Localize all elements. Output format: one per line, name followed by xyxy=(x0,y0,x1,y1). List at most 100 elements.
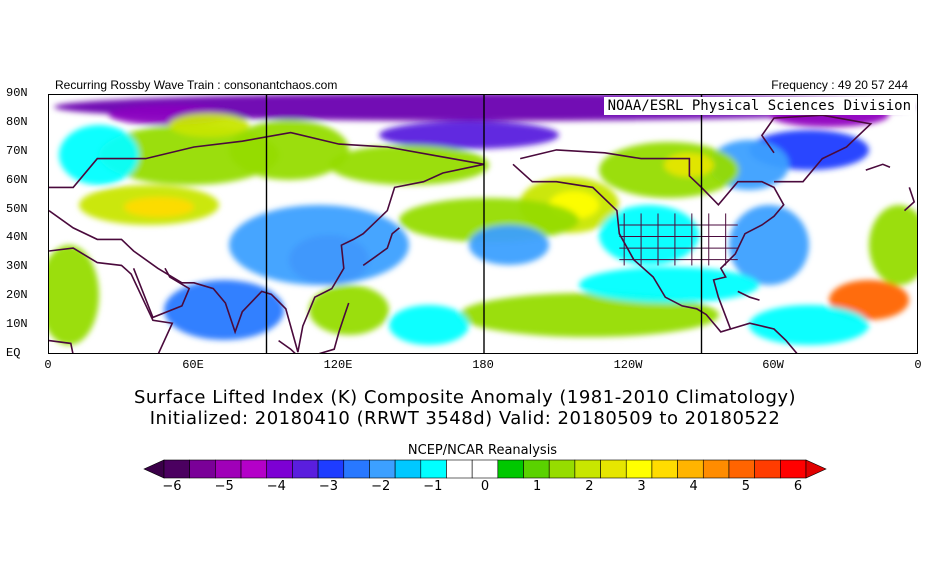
anomaly-region xyxy=(229,120,349,180)
colorbar-segment xyxy=(600,459,627,479)
colorbar-segment xyxy=(163,459,190,479)
colorbar-label: −1 xyxy=(423,479,443,494)
lat-label: 90N xyxy=(6,86,28,100)
map-credit: NOAA/ESRL Physical Sciences Division xyxy=(603,97,915,115)
lat-label: 10N xyxy=(6,317,28,332)
coastline xyxy=(903,187,916,212)
lon-label: 60W xyxy=(762,358,784,372)
colorbar-segment xyxy=(754,459,781,479)
colorbar-label: −2 xyxy=(371,479,391,494)
lon-label: 180 xyxy=(472,358,494,372)
anomaly-region xyxy=(59,125,139,185)
colorbar-segment xyxy=(548,459,576,479)
map-canvas xyxy=(49,95,917,353)
anomaly-region xyxy=(329,145,489,185)
coastline xyxy=(318,302,350,353)
colorbar-segment xyxy=(780,459,807,479)
colorbar xyxy=(143,459,827,479)
colorbar-segment xyxy=(523,459,550,479)
anomaly-region xyxy=(379,121,559,149)
colorbar-segment xyxy=(728,459,755,479)
anomaly-region xyxy=(49,245,99,345)
colorbar-label: 4 xyxy=(689,479,698,494)
colorbar-label: 2 xyxy=(585,479,594,494)
colorbar-low-arrow xyxy=(143,459,165,479)
colorbar-label: −5 xyxy=(214,479,234,494)
lon-label: 120W xyxy=(613,358,643,372)
colorbar-title: NCEP/NCAR Reanalysis xyxy=(407,443,558,458)
colorbar-segment xyxy=(625,459,653,479)
lat-label: EQ xyxy=(6,346,21,360)
colorbar-segment xyxy=(471,459,499,479)
coastline xyxy=(278,339,296,353)
colorbar-segment xyxy=(189,459,216,479)
coastline xyxy=(49,247,174,353)
anomaly-region xyxy=(124,197,194,217)
anomaly-region xyxy=(389,305,469,345)
anomaly-region xyxy=(169,113,249,137)
colorbar-label: −3 xyxy=(318,479,339,494)
anomaly-region xyxy=(309,285,389,335)
coastline xyxy=(730,322,798,353)
lon-label: 60E xyxy=(182,358,204,372)
coastline xyxy=(49,163,485,353)
colorbar-segment xyxy=(702,459,730,479)
coastline xyxy=(132,267,191,319)
colorbar-segment xyxy=(497,459,524,479)
colorbar-segment xyxy=(574,459,601,479)
lat-label: 40N xyxy=(6,230,28,245)
anomaly-region xyxy=(459,293,719,337)
anomaly-region xyxy=(579,267,759,303)
colorbar-label: 6 xyxy=(793,479,803,494)
colorbar-segment xyxy=(266,459,293,479)
coastline xyxy=(49,131,485,189)
anomaly-map: NOAA/ESRL Physical Sciences Division xyxy=(48,94,918,354)
colorbar-segment xyxy=(677,459,704,479)
lat-label: 20N xyxy=(6,288,28,303)
anomaly-region xyxy=(869,205,917,285)
coastline xyxy=(865,163,891,171)
colorbar-segment xyxy=(651,459,678,479)
lat-label: 80N xyxy=(6,114,28,129)
coastlines xyxy=(49,114,916,353)
colorbar-high-arrow xyxy=(805,459,827,479)
colorbar-segment xyxy=(394,459,422,479)
coastline xyxy=(512,149,785,333)
colorbar-label: 0 xyxy=(480,479,490,494)
lat-label: 60N xyxy=(6,172,28,187)
lat-label: 50N xyxy=(6,201,28,216)
anomaly-region xyxy=(599,205,699,265)
chart-title: Surface Lifted Index (K) Composite Anoma… xyxy=(133,387,797,408)
anomaly-region xyxy=(164,280,284,340)
anomaly-region xyxy=(749,305,869,345)
colorbar-label: −4 xyxy=(266,479,286,494)
anomaly-region xyxy=(469,225,549,265)
colorbar-segment xyxy=(420,459,447,479)
colorbar-segment xyxy=(317,459,345,479)
lat-label: 30N xyxy=(6,259,28,274)
anomaly-region xyxy=(229,205,409,285)
colorbar-segment xyxy=(240,459,268,479)
lon-label: 0 xyxy=(44,358,52,372)
chart-subtitle: Initialized: 20180410 (RRWT 3548d) Valid… xyxy=(149,408,781,429)
lon-label: 0 xyxy=(914,358,922,372)
header-frequency-text: Frequency : 49 20 57 244 xyxy=(771,78,908,92)
colorbar-label: 1 xyxy=(533,479,542,494)
coastline xyxy=(760,114,873,183)
colorbar-segment xyxy=(343,459,370,479)
colorbar-segment xyxy=(369,459,396,479)
colorbar-segment xyxy=(446,459,473,479)
colorbar-label: −6 xyxy=(162,479,182,494)
anomaly-region xyxy=(829,280,909,320)
lon-label: 120E xyxy=(323,358,353,372)
header-source-text: Recurring Rossby Wave Train : consonantc… xyxy=(55,78,338,92)
colorbar-segment xyxy=(292,459,319,479)
reference-meridians xyxy=(265,95,703,353)
colorbar-segment xyxy=(215,459,242,479)
coastline xyxy=(737,290,760,301)
colorbar-label: 3 xyxy=(637,479,646,494)
colorbar-label: 5 xyxy=(741,479,750,494)
anomaly-region xyxy=(729,205,809,285)
coastline xyxy=(362,227,400,267)
lat-label: 70N xyxy=(6,143,28,158)
